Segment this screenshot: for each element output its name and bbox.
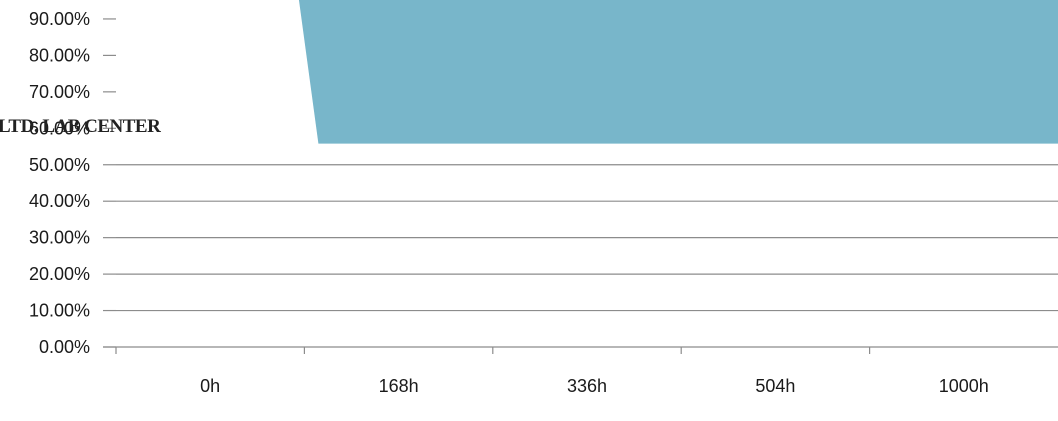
y-tick-label-2: 20.00% (29, 264, 90, 284)
x-tick-label-4: 1000h (939, 376, 989, 396)
area-series-0 (298, 0, 1058, 144)
y-axis-tick-labels: 0.00% 10.00% 20.00% 30.00% 40.00% 50.00% 60.00… (29, 9, 90, 357)
y-tick-label-0: 0.00% (39, 337, 90, 357)
y-tick-label-3: 30.00% (29, 228, 90, 248)
x-tick-label-3: 504h (755, 376, 795, 396)
lab-center-watermark: LTD. LAB CENTER (0, 116, 161, 137)
y-tick-label-9: 90.00% (29, 9, 90, 29)
x-tick-label-0: 0h (200, 376, 220, 396)
y-tick-label-4: 40.00% (29, 191, 90, 211)
x-axis-tick-labels: 0h 168h 336h 504h 1000h (200, 376, 989, 396)
y-tick-label-8: 80.00% (29, 45, 90, 65)
gridlines (116, 164, 1058, 312)
x-tick-label-1: 168h (379, 376, 419, 396)
area-series (298, 0, 1058, 144)
y-tick-label-1: 10.00% (29, 301, 90, 321)
x-tick-label-2: 336h (567, 376, 607, 396)
y-tick-label-5: 50.00% (29, 155, 90, 175)
y-tick-label-7: 70.00% (29, 82, 90, 102)
y-tick-label-6: 60.00% (29, 118, 90, 138)
axes (103, 18, 1058, 354)
